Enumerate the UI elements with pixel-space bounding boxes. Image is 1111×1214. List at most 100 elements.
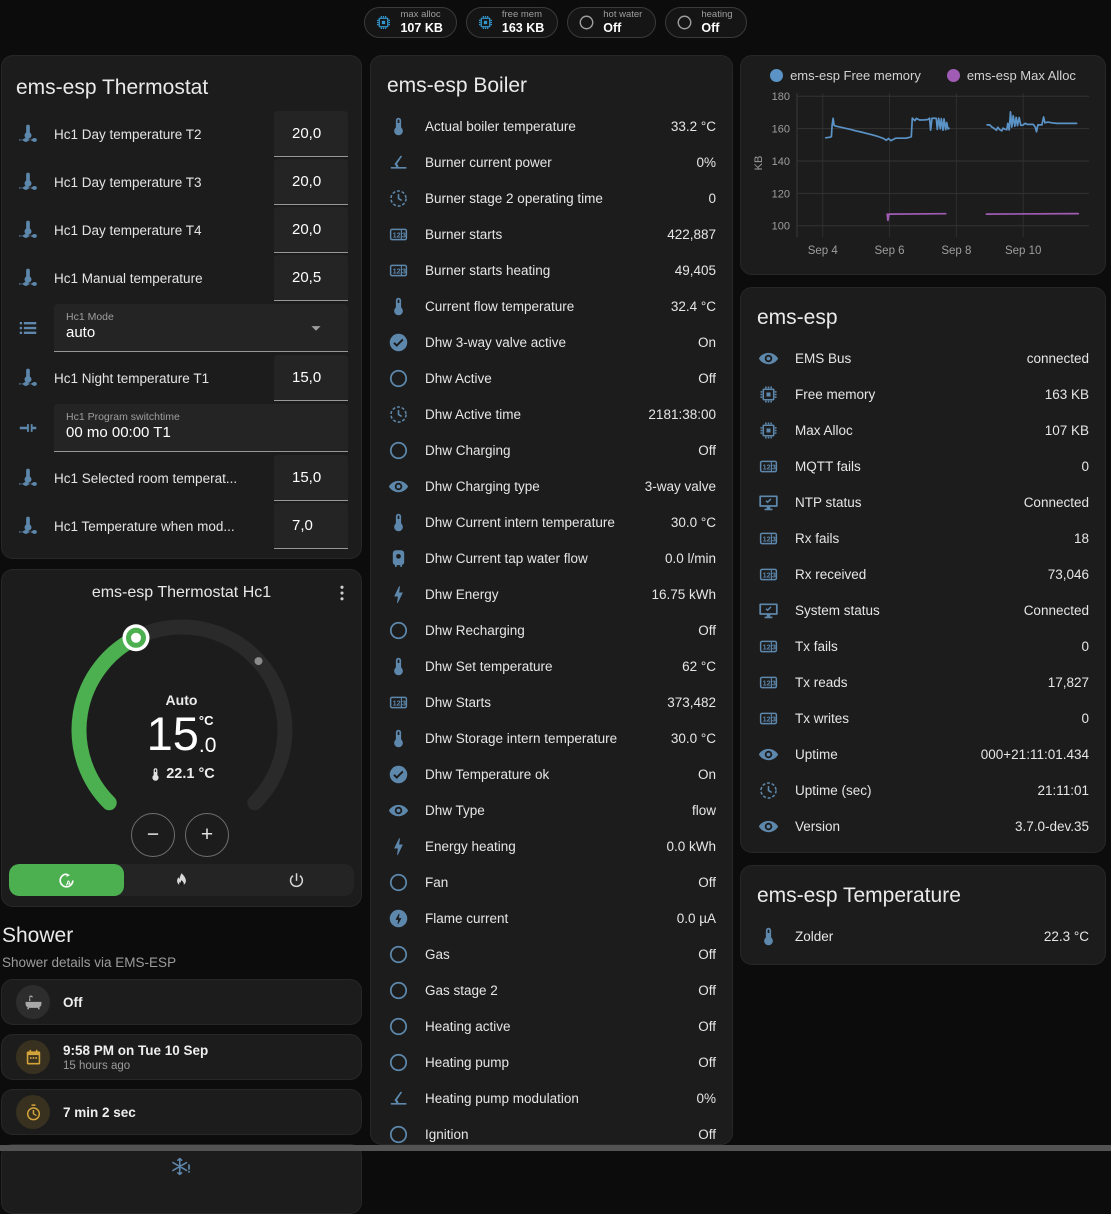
entity-row[interactable]: Dhw Energy 16.75 kWh (387, 576, 716, 612)
entity-row[interactable]: 1 2 3 Dhw Starts 373,482 (387, 684, 716, 720)
mode-select[interactable]: Hc1 Mode auto (54, 304, 348, 352)
entity-row[interactable]: 1 2 3 Rx fails 18 (757, 520, 1089, 556)
status-badge-hot-water[interactable]: hot water Off (567, 7, 657, 38)
entity-row[interactable]: Max Alloc 107 KB (757, 412, 1089, 448)
entity-row[interactable]: Gas Off (387, 936, 716, 972)
entity-row[interactable]: Dhw Charging type 3-way valve (387, 468, 716, 504)
entity-state: 0 (1081, 458, 1089, 474)
entity-row[interactable]: Dhw Storage intern temperature 30.0 °C (387, 720, 716, 756)
shower-info-card[interactable]: Off (1, 979, 362, 1025)
entity-row[interactable]: Heating pump Off (387, 1044, 716, 1080)
field-label: Hc1 Program switchtime (66, 411, 180, 423)
number-input[interactable]: 7,0 (274, 503, 348, 549)
entity-row[interactable]: 1 2 3 Tx reads 17,827 (757, 664, 1089, 700)
number-input[interactable]: 20,0 (274, 207, 348, 253)
hvac-mode-button-flame[interactable] (124, 864, 239, 896)
shower-info-card[interactable]: 7 min 2 sec (1, 1089, 362, 1135)
entity-row[interactable]: Dhw Current tap water flow 0.0 l/min (387, 540, 716, 576)
shower-info-card[interactable]: 9:58 PM on Tue 10 Sep 15 hours ago (1, 1034, 362, 1080)
entity-row[interactable]: Dhw Temperature ok On (387, 756, 716, 792)
number-input[interactable]: 20,0 (274, 159, 348, 205)
entity-row[interactable]: Zolder 22.3 °C (757, 918, 1089, 954)
svg-text:140: 140 (772, 156, 790, 168)
card-title: ems-esp Boiler (387, 74, 528, 97)
increase-temperature-button[interactable]: + (185, 813, 229, 857)
entity-row[interactable]: NTP status Connected (757, 484, 1089, 520)
setting-row[interactable]: Hc1 Mode auto (16, 302, 348, 354)
legend-item[interactable]: ems-esp Free memory (770, 68, 921, 83)
entity-row[interactable]: 1 2 3 Burner starts 422,887 (387, 216, 716, 252)
entity-row[interactable]: Dhw Active Off (387, 360, 716, 396)
entity-row[interactable]: 1 2 3 Tx fails 0 (757, 628, 1089, 664)
bathtub-icon (16, 985, 50, 1019)
entity-row[interactable]: 1 2 3 Rx received 73,046 (757, 556, 1089, 592)
dial-knob[interactable] (122, 624, 149, 652)
setting-row[interactable]: Hc1 Manual temperature 20,5 (16, 254, 348, 302)
entity-row[interactable]: Uptime 000+21:11:01.434 (757, 736, 1089, 772)
svg-text:3: 3 (401, 231, 405, 239)
entity-row[interactable]: Current flow temperature 32.4 °C (387, 288, 716, 324)
entity-row[interactable]: Heating active Off (387, 1008, 716, 1044)
dots-vertical-icon[interactable] (331, 582, 353, 604)
entity-row[interactable]: 1 2 3 MQTT fails 0 (757, 448, 1089, 484)
circle-icon (387, 620, 409, 641)
entity-row[interactable]: EMS Bus connected (757, 340, 1089, 376)
entity-name: Rx fails (795, 530, 840, 546)
status-badge-free-mem[interactable]: free mem 163 KB (465, 7, 559, 38)
entity-row[interactable]: Flame current 0.0 µA (387, 900, 716, 936)
entity-row[interactable]: Gas stage 2 Off (387, 972, 716, 1008)
entity-state: 62 °C (682, 658, 716, 674)
entity-row[interactable]: System status Connected (757, 592, 1089, 628)
svg-text:3: 3 (771, 463, 775, 471)
status-badge-max-alloc[interactable]: max alloc 107 KB (364, 7, 457, 38)
setting-row[interactable]: Hc1 Selected room temperat... 15,0 (16, 454, 348, 502)
entity-row[interactable]: Burner current power 0% (387, 144, 716, 180)
hvac-mode-button-auto-mode[interactable]: A (9, 864, 124, 896)
entity-row[interactable]: Heating pump modulation 0% (387, 1080, 716, 1116)
entity-row[interactable]: 1 2 3 Burner starts heating 49,405 (387, 252, 716, 288)
setting-label: Hc1 Night temperature T1 (54, 370, 210, 386)
entity-row[interactable]: Dhw Charging Off (387, 432, 716, 468)
legend-item[interactable]: ems-esp Max Alloc (946, 68, 1076, 83)
setting-row[interactable]: Hc1 Day temperature T4 20,0 (16, 206, 348, 254)
thermostat-dial[interactable] (53, 604, 311, 856)
entity-row[interactable]: Dhw Type flow (387, 792, 716, 828)
text-input[interactable]: Hc1 Program switchtime 00 mo 00:00 T1 (54, 404, 348, 452)
entity-row[interactable]: Dhw Set temperature 62 °C (387, 648, 716, 684)
decrease-temperature-button[interactable]: − (131, 813, 175, 857)
setting-row[interactable]: Hc1 Temperature when mod... 7,0 (16, 502, 348, 550)
number-input[interactable]: 20,5 (274, 255, 348, 301)
entity-row[interactable]: Version 3.7.0-dev.35 (757, 808, 1089, 844)
entity-row[interactable]: Uptime (sec) 21:11:01 (757, 772, 1089, 808)
entity-row[interactable]: Burner stage 2 operating time 0 (387, 180, 716, 216)
svg-text:3: 3 (401, 267, 405, 275)
entity-state: Connected (1023, 494, 1089, 510)
setting-row[interactable]: Hc1 Program switchtime 00 mo 00:00 T1 (16, 402, 348, 454)
entity-row[interactable]: Dhw Active time 2181:38:00 (387, 396, 716, 432)
number-input[interactable]: 20,0 (274, 111, 348, 157)
entity-row[interactable]: 1 2 3 Tx writes 0 (757, 700, 1089, 736)
entity-row[interactable]: Free memory 163 KB (757, 376, 1089, 412)
shower-alert-card[interactable] (1, 1144, 362, 1214)
entity-row[interactable]: Energy heating 0.0 kWh (387, 828, 716, 864)
entity-name: Burner current power (425, 154, 552, 170)
number-input[interactable]: 15,0 (274, 455, 348, 501)
number-input[interactable]: 15,0 (274, 355, 348, 401)
entity-name: Dhw Set temperature (425, 658, 553, 674)
status-badge-heating[interactable]: heating Off (665, 7, 747, 38)
setting-row[interactable]: Hc1 Day temperature T2 20,0 (16, 110, 348, 158)
entity-row[interactable]: Fan Off (387, 864, 716, 900)
clock-icon (387, 188, 409, 209)
entity-row[interactable]: Ignition Off (387, 1116, 716, 1144)
setting-row[interactable]: Hc1 Night temperature T1 15,0 (16, 354, 348, 402)
setting-row[interactable]: Hc1 Day temperature T3 20,0 (16, 158, 348, 206)
entity-name: Dhw Recharging (425, 622, 525, 638)
hvac-mode-row: A (9, 864, 354, 896)
svg-text:Sep 4: Sep 4 (808, 245, 839, 257)
entity-row[interactable]: Dhw 3-way valve active On (387, 324, 716, 360)
entity-row[interactable]: Dhw Current intern temperature 30.0 °C (387, 504, 716, 540)
hvac-mode-button-power[interactable] (239, 864, 354, 896)
entity-name: Dhw Current intern temperature (425, 514, 615, 530)
entity-row[interactable]: Actual boiler temperature 33.2 °C (387, 108, 716, 144)
entity-row[interactable]: Dhw Recharging Off (387, 612, 716, 648)
